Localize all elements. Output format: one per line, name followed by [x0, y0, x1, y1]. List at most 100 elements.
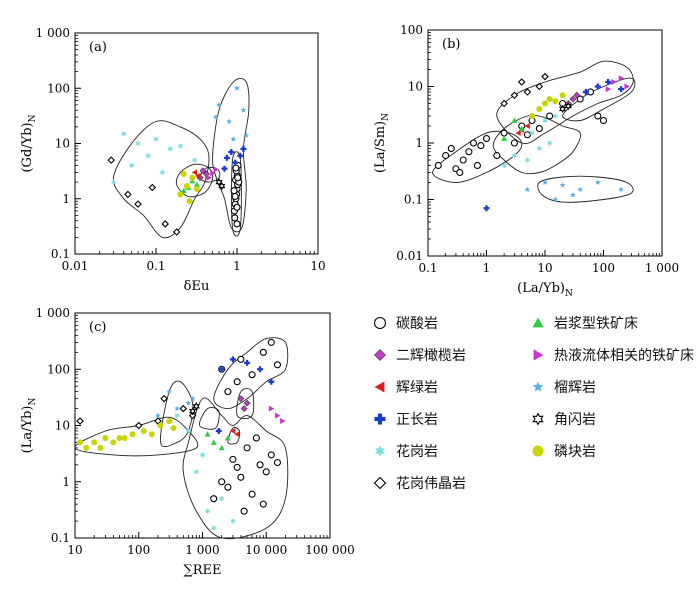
x-axis-label: (La/Yb)N — [517, 281, 573, 299]
series-group — [483, 79, 625, 212]
data-point — [121, 434, 128, 441]
data-point — [510, 91, 519, 100]
data-point — [192, 157, 198, 164]
data-point — [542, 100, 548, 107]
x-tick-label: 0.1 — [418, 261, 437, 275]
data-point — [552, 196, 559, 202]
data-point — [569, 95, 577, 103]
y-tick-label: 1 — [62, 192, 70, 206]
data-point — [542, 179, 548, 185]
data-point — [511, 152, 518, 159]
data-point — [248, 371, 256, 379]
legend-item: 榴辉岩 — [530, 376, 596, 398]
data-point — [500, 129, 508, 137]
series-group — [230, 161, 243, 228]
legend-item: 花岗伟晶岩 — [372, 472, 466, 494]
data-point — [157, 422, 164, 429]
y-tick-label: 0.1 — [51, 247, 70, 261]
data-point — [511, 117, 518, 123]
y-tick-label: 0.1 — [404, 193, 423, 207]
legend-marker-icon — [532, 317, 544, 328]
data-point — [111, 179, 117, 186]
legend-item: 角闪岩 — [530, 408, 596, 430]
data-points — [434, 72, 630, 212]
axis-label-main: (La/Yb) — [517, 281, 565, 296]
panel-label: (a) — [89, 40, 107, 55]
legend-label: 磷块岩 — [554, 444, 596, 460]
data-point — [237, 152, 244, 159]
legend-label: 榴辉岩 — [554, 380, 596, 396]
data-point — [546, 96, 553, 103]
data-point — [517, 78, 526, 86]
legend-marker — [532, 412, 544, 426]
x-tick-label: 100 — [592, 261, 615, 275]
data-point — [231, 214, 239, 222]
data-point — [218, 366, 225, 373]
data-point — [116, 434, 123, 441]
data-point — [193, 468, 199, 475]
data-point — [174, 412, 180, 419]
data-point — [243, 444, 251, 452]
data-point — [174, 405, 180, 411]
data-point — [524, 157, 530, 164]
legend-item: 岩浆型铁矿床 — [530, 312, 638, 334]
data-point — [166, 388, 173, 395]
legend-marker — [374, 381, 385, 393]
series-group — [237, 395, 251, 412]
data-point — [523, 131, 531, 139]
data-point — [140, 427, 147, 434]
legend-marker-icon — [533, 349, 544, 361]
field-envelope — [198, 407, 220, 430]
legend-label: 花岗伟晶岩 — [396, 476, 466, 492]
data-point — [624, 83, 630, 90]
data-point — [76, 417, 84, 425]
data-point — [547, 140, 553, 146]
data-point — [110, 439, 117, 446]
data-point — [268, 378, 275, 385]
x-axis-label: ∑REE — [183, 563, 221, 578]
y-tick-label: 1 000 — [36, 306, 70, 320]
y-axis-label: (La/Sm)N — [373, 113, 391, 173]
data-point — [228, 149, 235, 156]
series-group — [76, 394, 197, 430]
legend-item: 碳酸岩 — [372, 312, 438, 334]
data-point — [224, 388, 232, 396]
legend-label: 岩浆型铁矿床 — [554, 316, 638, 332]
data-point — [203, 170, 210, 178]
data-point — [244, 359, 251, 366]
field-envelope — [432, 130, 523, 183]
axis-ticks — [74, 32, 319, 255]
data-point — [166, 418, 173, 425]
data-point — [611, 79, 617, 86]
series-group — [191, 169, 201, 179]
data-point — [213, 114, 219, 120]
data-point — [233, 463, 241, 471]
series-group — [213, 85, 250, 142]
x-tick-label: 0.1 — [146, 259, 165, 273]
data-point — [268, 405, 275, 412]
data-point — [189, 406, 197, 416]
data-point — [233, 220, 241, 228]
data-point — [473, 161, 481, 170]
data-point — [206, 174, 212, 181]
data-point — [229, 427, 236, 434]
data-point — [199, 167, 207, 175]
series-group — [501, 113, 558, 169]
data-point — [240, 405, 248, 412]
legend-label: 花岗岩 — [396, 444, 438, 460]
series-group — [215, 177, 226, 191]
data-point — [248, 490, 256, 498]
legend-marker — [373, 316, 387, 330]
data-point — [210, 170, 216, 177]
data-point — [145, 152, 151, 159]
data-point — [535, 125, 543, 133]
axis-label-subscript: N — [28, 398, 38, 406]
data-point — [536, 105, 543, 112]
axis-label-main: (La/Sm) — [373, 121, 388, 173]
data-point — [594, 83, 601, 90]
data-point — [180, 171, 187, 178]
data-point — [483, 205, 490, 212]
data-point — [564, 101, 572, 111]
data-point — [552, 113, 558, 120]
data-point — [570, 192, 576, 198]
